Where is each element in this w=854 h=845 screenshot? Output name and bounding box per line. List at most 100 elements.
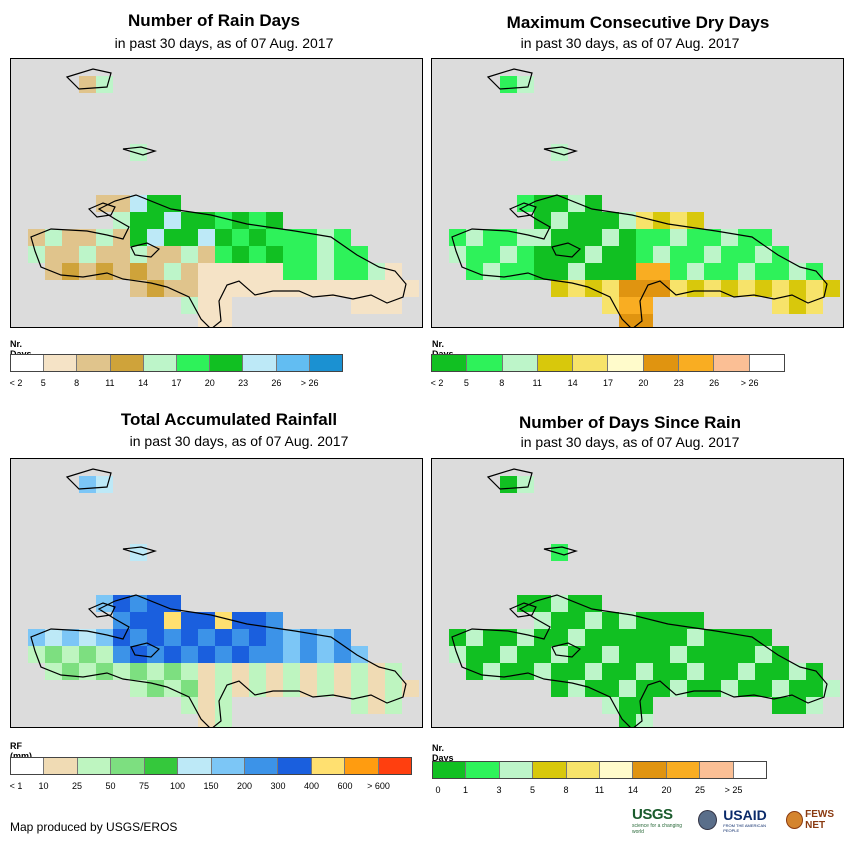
- rain-days-grid: [28, 68, 419, 327]
- grid-cell: [517, 646, 534, 663]
- grid-cell: [636, 612, 653, 629]
- island-coastline: [130, 642, 161, 658]
- grid-cell: [266, 612, 283, 629]
- grid-cell: [249, 263, 266, 280]
- grid-cell: [368, 680, 385, 697]
- grid-cell: [215, 314, 232, 327]
- grid-cell: [551, 629, 568, 646]
- grid-cell: [79, 246, 96, 263]
- grid-cell: [130, 212, 147, 229]
- grid-cell: [551, 595, 568, 612]
- usaid-logo: USAID FROM THE AMERICAN PEOPLE: [723, 807, 780, 833]
- grid-cell: [466, 229, 483, 246]
- grid-cell: [96, 76, 113, 93]
- legend-label: 11: [105, 378, 115, 388]
- grid-cell: [619, 280, 636, 297]
- grid-cell: [181, 680, 198, 697]
- island-coastline: [551, 642, 582, 658]
- grid-cell: [300, 246, 317, 263]
- legend-label: 26: [271, 378, 282, 388]
- grid-cell: [619, 314, 636, 327]
- legend-swatch: [144, 758, 179, 774]
- grid-cell: [602, 297, 619, 314]
- grid-cell: [130, 229, 147, 246]
- legend-swatch: [679, 355, 715, 371]
- grid-cell: [130, 663, 147, 680]
- grid-cell: [619, 246, 636, 263]
- legend-label: 20: [661, 785, 672, 795]
- legend-label: 10: [38, 781, 49, 791]
- grid-cell: [300, 629, 317, 646]
- grid-cell: [147, 246, 164, 263]
- grid-cell: [738, 280, 755, 297]
- grid-cell: [215, 297, 232, 314]
- grid-cell: [670, 246, 687, 263]
- grid-cell: [215, 680, 232, 697]
- legend-label: < 1: [9, 781, 23, 791]
- panel-title: Maximum Consecutive Dry Days: [506, 13, 770, 32]
- grid-cell: [517, 263, 534, 280]
- grid-cell: [687, 212, 704, 229]
- grid-cell: [704, 663, 721, 680]
- grid-cell: [181, 280, 198, 297]
- grid-cell: [113, 263, 130, 280]
- legend-label: < 2: [9, 378, 23, 388]
- grid-cell: [687, 246, 704, 263]
- grid-cell: [602, 629, 619, 646]
- grid-cell: [534, 646, 551, 663]
- legend-swatch: [633, 762, 667, 778]
- grid-cell: [619, 297, 636, 314]
- since-rain-grid: [449, 468, 840, 727]
- grid-cell: [619, 697, 636, 714]
- grid-cell: [96, 476, 113, 493]
- grid-cell: [147, 612, 164, 629]
- grid-cell: [300, 229, 317, 246]
- grid-cell: [300, 263, 317, 280]
- grid-cell: [738, 229, 755, 246]
- grid-cell: [45, 646, 62, 663]
- grid-cell: [266, 646, 283, 663]
- legend-label: 400: [303, 781, 320, 791]
- legend-swatch: [244, 758, 279, 774]
- grid-cell: [130, 246, 147, 263]
- grid-cell: [670, 646, 687, 663]
- grid-cell: [232, 280, 249, 297]
- grid-cell: [687, 663, 704, 680]
- grid-cell: [755, 246, 772, 263]
- grid-cell: [164, 629, 181, 646]
- grid-cell: [602, 280, 619, 297]
- grid-cell: [147, 663, 164, 680]
- legend-swatch: [44, 758, 78, 774]
- grid-cell: [317, 663, 334, 680]
- grid-cell: [283, 629, 300, 646]
- grid-cell: [738, 246, 755, 263]
- grid-cell: [806, 680, 823, 697]
- grid-cell: [721, 263, 738, 280]
- grid-cell: [147, 629, 164, 646]
- legend-label: 20: [638, 378, 649, 388]
- grid-cell: [62, 629, 79, 646]
- grid-cell: [602, 680, 619, 697]
- grid-cell: [334, 280, 351, 297]
- grid-cell: [147, 212, 164, 229]
- grid-cell: [351, 680, 368, 697]
- dry-days-grid: [449, 68, 840, 327]
- grid-cell: [619, 212, 636, 229]
- legend-swatch: [573, 355, 609, 371]
- grid-cell: [483, 263, 500, 280]
- grid-cell: [385, 680, 402, 697]
- grid-cell: [181, 297, 198, 314]
- grid-cell: [806, 263, 823, 280]
- legend-label: 25: [694, 785, 706, 795]
- grid-cell: [483, 246, 500, 263]
- legend-label: 300: [270, 781, 286, 791]
- grid-cell: [789, 697, 806, 714]
- grid-cell: [334, 246, 351, 263]
- grid-cell: [721, 663, 738, 680]
- island-coastline: [130, 242, 161, 258]
- grid-cell: [483, 663, 500, 680]
- legend-swatch: [533, 762, 567, 778]
- legend-label: 14: [627, 785, 639, 795]
- grid-cell: [619, 714, 636, 727]
- legend-label: 1: [462, 785, 469, 795]
